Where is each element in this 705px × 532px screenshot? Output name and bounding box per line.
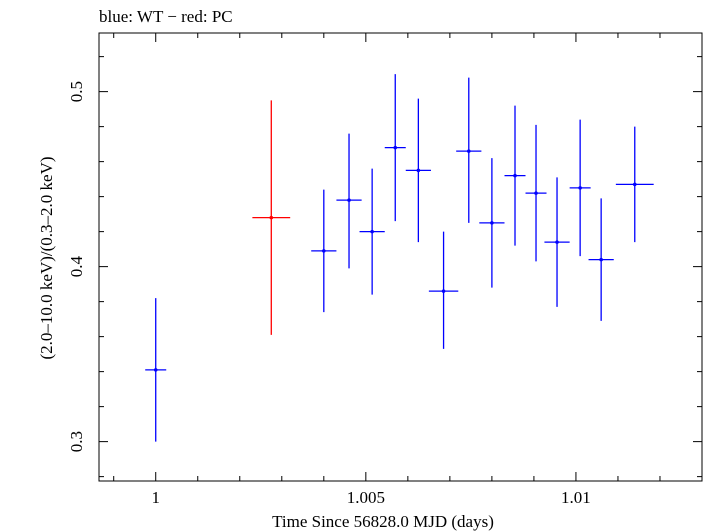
- plot-frame: [98, 32, 703, 482]
- y-axis-ticks: [99, 56, 702, 478]
- point-marker: [490, 221, 494, 225]
- data-point: [588, 198, 614, 321]
- data-point: [615, 126, 654, 243]
- point-marker: [269, 215, 274, 220]
- point-marker: [322, 249, 326, 253]
- x-tick-label: 1.01: [561, 488, 591, 507]
- y-tick-label: 0.4: [67, 256, 86, 278]
- y-axis-tick-labels: 0.3 0.4 0.5: [67, 81, 86, 452]
- point-marker: [370, 229, 374, 234]
- x-axis-label: Time Since 56828.0 MJD (days): [272, 512, 494, 531]
- data-point: [525, 124, 547, 262]
- series-pc: [252, 100, 291, 335]
- point-marker: [466, 149, 471, 153]
- data-point: [504, 105, 526, 246]
- point-marker: [555, 240, 559, 244]
- data-point: [569, 119, 591, 257]
- x-axis-tick-labels: 1 1.005 1.01: [151, 488, 590, 507]
- point-marker: [347, 198, 351, 202]
- data-point: [479, 158, 505, 288]
- data-point: [311, 189, 337, 313]
- y-tick-label: 0.5: [67, 81, 86, 102]
- data-point: [359, 168, 385, 295]
- data-point: [428, 231, 459, 349]
- data-series: [145, 74, 654, 442]
- point-marker: [441, 289, 446, 293]
- data-point: [145, 298, 167, 442]
- series-wt: [145, 74, 654, 442]
- point-marker: [599, 257, 603, 262]
- data-point: [252, 100, 291, 335]
- chart-title: blue: WT − red: PC: [99, 7, 233, 26]
- x-axis-ticks: [113, 33, 703, 481]
- point-marker: [393, 145, 398, 150]
- x-tick-label: 1.005: [347, 488, 385, 507]
- point-marker: [153, 368, 158, 372]
- x-tick-label: 1: [151, 488, 160, 507]
- point-marker: [513, 173, 517, 178]
- point-marker: [632, 182, 637, 187]
- point-marker: [416, 168, 421, 173]
- data-point: [544, 177, 570, 307]
- data-point: [384, 74, 406, 222]
- data-point: [456, 77, 482, 223]
- point-marker: [534, 191, 538, 195]
- data-point: [336, 133, 362, 269]
- data-point: [405, 98, 431, 243]
- y-axis-label: (2.0–10.0 keV)/(0.3–2.0 keV): [37, 156, 56, 359]
- y-tick-label: 0.3: [67, 431, 86, 452]
- point-marker: [578, 186, 582, 190]
